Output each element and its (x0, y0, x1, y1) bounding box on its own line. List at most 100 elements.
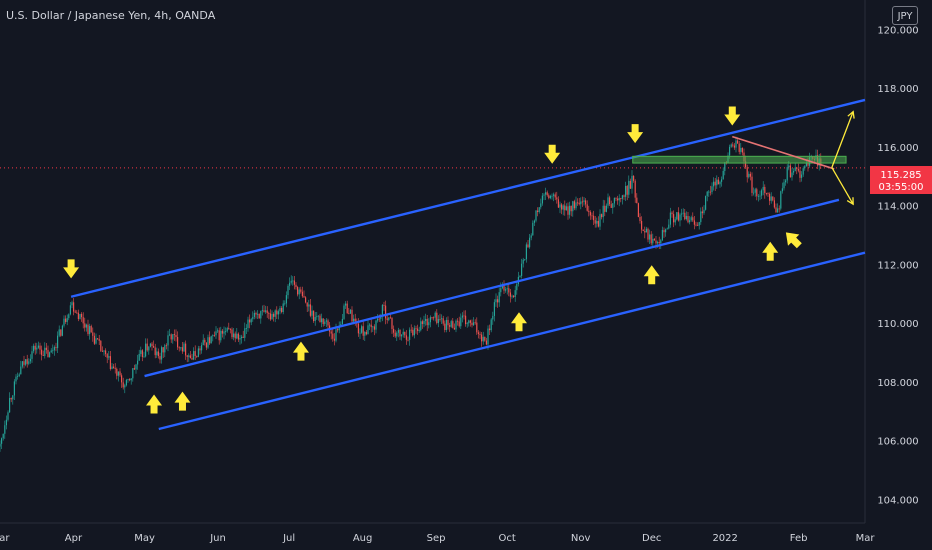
candle-body (0, 443, 1, 447)
price-axis[interactable]: 104.000 106.000 108.000 110.000 112.000 114.0… (877, 25, 918, 506)
candle-body (409, 329, 411, 340)
candle-body (385, 305, 387, 319)
time-axis[interactable]: Mar Apr May Jun Jul Aug Sep Oct Nov Dec 2022 Feb Mar (0, 533, 875, 544)
candle-body (474, 322, 476, 324)
candle-body (271, 313, 273, 320)
candle-body (681, 213, 683, 215)
candle-body (253, 313, 255, 317)
time-axis-label: Jun (209, 533, 226, 544)
candle-body (29, 358, 31, 362)
candle-body (269, 313, 271, 320)
candle-body (204, 339, 206, 343)
candle-body (357, 323, 359, 334)
candle-body (226, 328, 228, 332)
candle-body (761, 190, 763, 196)
candle-body (89, 326, 91, 335)
candle-body (244, 328, 246, 338)
candle-body (764, 186, 766, 193)
candle-body (705, 196, 707, 210)
candle-body (81, 313, 83, 318)
candle-body (577, 202, 579, 204)
candle-body (461, 315, 463, 318)
candle-body (285, 295, 287, 304)
candle-body (580, 201, 582, 205)
candle-body (413, 328, 415, 336)
candle-body (489, 328, 491, 331)
candle-body (511, 295, 513, 297)
candle-body (561, 204, 563, 210)
candle-body (359, 332, 361, 334)
candle-body (607, 197, 609, 206)
candle-body (652, 238, 654, 244)
candle-body (397, 329, 399, 333)
candle-body (661, 230, 663, 241)
candle-body (101, 350, 103, 352)
candle-body (266, 310, 268, 314)
candle-body (60, 329, 62, 336)
candle-body (111, 366, 113, 370)
candle-body (514, 290, 516, 297)
candle-body (498, 292, 500, 303)
candle-body (601, 214, 603, 218)
candle-body (197, 348, 199, 357)
candle-body (698, 222, 700, 226)
candle-body (545, 192, 547, 195)
candle-body (525, 244, 527, 260)
candle-body (372, 326, 374, 328)
candle-body (666, 228, 668, 230)
price-axis-label: 114.000 (877, 202, 918, 213)
candle-body (493, 302, 495, 316)
candle-body (41, 349, 43, 355)
candle-body (762, 186, 764, 191)
time-axis-label: Nov (571, 533, 591, 544)
candle-body (92, 332, 94, 336)
candle-body (423, 320, 425, 324)
candle-body (391, 318, 393, 329)
time-axis-label: Feb (790, 533, 808, 544)
candle-body (121, 375, 123, 383)
candle-body (149, 343, 151, 347)
candle-body (781, 188, 783, 192)
candle-body (717, 179, 719, 185)
candle-body (17, 375, 19, 377)
candle-body (404, 331, 406, 336)
candle-body (370, 324, 372, 328)
candle-body (788, 165, 790, 168)
candle-body (44, 347, 46, 356)
currency-button[interactable]: JPY (892, 6, 918, 25)
candle-body (292, 280, 294, 282)
candle-body (581, 201, 583, 203)
candle-body (338, 326, 340, 331)
candle-body (789, 165, 791, 178)
candle-body (28, 361, 30, 364)
candle-body (229, 328, 231, 330)
candle-body (113, 366, 115, 369)
candle-body (175, 335, 177, 338)
candle-body (309, 304, 311, 316)
candle-body (317, 315, 319, 317)
candle-body (453, 327, 455, 330)
candle-body (671, 212, 673, 215)
candle-body (669, 212, 671, 225)
candle-body (49, 352, 51, 358)
candle-body (732, 144, 734, 146)
candle-body (521, 263, 523, 276)
candle-body (279, 307, 281, 312)
candle-body (692, 217, 694, 221)
candle-body (469, 320, 471, 323)
candle-body (313, 310, 315, 322)
candle-body (466, 323, 468, 325)
candle-body (20, 366, 22, 375)
candle-body (140, 350, 142, 354)
marker-arrow-down (544, 144, 561, 164)
candle-body (138, 353, 140, 361)
candle-body (45, 347, 47, 350)
candle-body (455, 320, 457, 330)
candle-body (133, 368, 135, 370)
candle-body (130, 378, 132, 381)
time-axis-label: Apr (65, 533, 83, 544)
candle-body (378, 318, 380, 320)
candle-body (401, 334, 403, 337)
candle-body (602, 205, 604, 218)
